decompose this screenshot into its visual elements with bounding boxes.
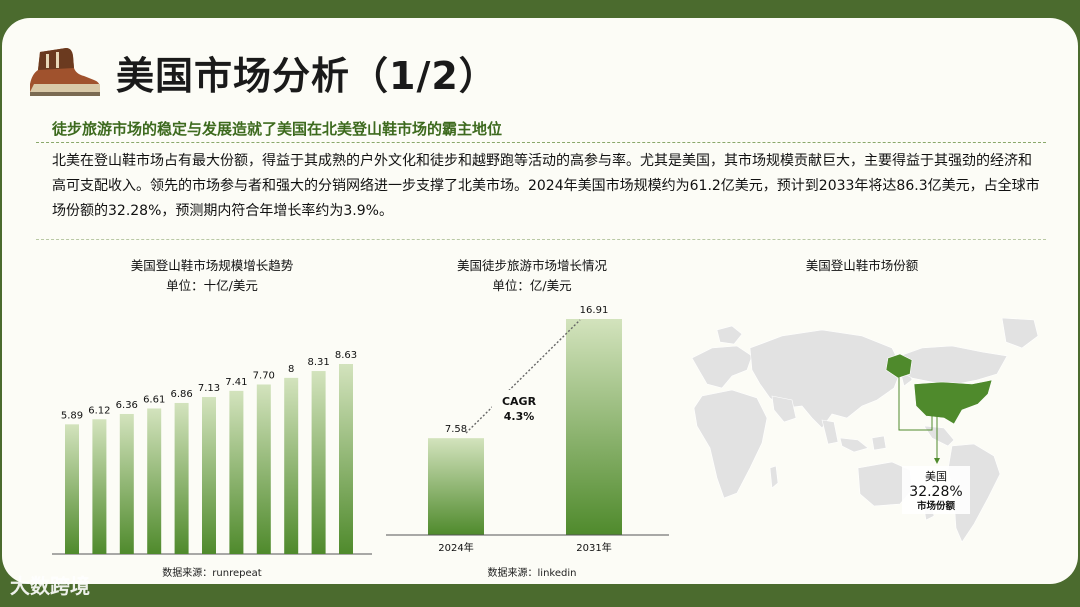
title-area: 美国市场分析（1/2） [26,44,498,100]
chart2-unit: 单位：亿/美元 [492,278,572,293]
chart1-bar-2032 [311,371,326,554]
chart1-data-label: 6.86 [170,389,192,400]
chart1-data-label: 5.89 [61,410,83,421]
chart3-title: 美国登山鞋市场份额 [805,258,919,273]
chart1-bar-2027 [174,402,189,554]
slide-card: 美国市场分析（1/2） 徒步旅游市场的稳定与发展造就了美国在北美登山鞋市场的霸主… [2,18,1078,584]
chart1-bar-2026 [147,408,162,554]
chart1-bar-2033 [339,364,353,554]
watermark: 大数跨境 [10,574,90,598]
body-paragraph: 北美在登山鞋市场占有最大份额，得益于其成熟的户外文化和徒步和越野跑等活动的高参与… [52,153,1040,219]
page-title: 美国市场分析（1/2） [116,53,498,98]
map-region-label: 美国 [925,470,947,483]
chart2-cagr-label: CAGR [502,395,537,408]
chart2-data-label: 7.58 [445,424,467,435]
chart1-data-label: 7.70 [253,370,275,381]
chart2-cagr-line [465,319,581,434]
chart2-bar-0 [428,438,484,535]
map-land [691,318,1039,543]
chart2-data-label: 16.91 [580,305,609,316]
chart2-tick-label: 2031年 [576,541,611,554]
divider [36,239,1046,240]
chart1-bar-2031 [284,377,299,554]
chart1-bar-2029 [229,390,244,554]
chart2-cagr-bg [492,390,546,424]
world-map: 美国 32.28% 市场份额 [691,318,1039,543]
chart1-source: 数据来源：runrepeat [162,568,262,579]
chart1-title-block: 美国登山鞋市场规模增长趋势 单位：十亿/美元 [62,256,362,296]
chart1-bar-2025 [119,413,134,554]
map-arrow-icon [934,458,940,464]
chart1-bar-2028 [202,397,216,554]
chart1-data-label: 8 [288,364,294,375]
chart1-bar-2030 [256,384,271,554]
hiking-boot-icon [30,48,100,96]
map-label-bg [902,466,970,514]
chart1-title: 美国登山鞋市场规模增长趋势 [130,258,294,273]
chart1-data-label: 7.13 [198,383,220,394]
map-usa [913,379,993,425]
chart1-bar-chart: 5.8920236.1220246.3620256.6120266.862027… [52,350,372,555]
chart2-title-block: 美国徒步旅游市场增长情况 单位：亿/美元 [392,256,672,296]
chart1-data-label: 6.61 [143,394,165,405]
chart2-bar-chart: 7.58 2024年 16.91 2031年 CAGR 4.3% [386,305,669,554]
chart1-data-label: 6.12 [88,405,110,416]
map-connector-alaska [898,366,933,431]
map-share-label: 市场份额 [917,500,956,512]
map-share-value: 32.28% [909,484,962,500]
chart2-title: 美国徒步旅游市场增长情况 [456,258,607,273]
chart1-bar-2024 [92,419,107,554]
chart2-bar-1 [566,319,622,535]
chart1-unit: 单位：十亿/美元 [166,278,258,293]
divider [36,142,1046,143]
chart2-cagr-value: 4.3% [504,410,535,423]
chart1-data-label: 8.31 [307,357,329,368]
chart1-data-label: 8.63 [335,350,357,361]
chart1-data-label: 7.41 [225,377,247,388]
page-subtitle: 徒步旅游市场的稳定与发展造就了美国在北美登山鞋市场的霸主地位 [52,120,503,138]
chart1-bar-2023 [65,424,79,554]
chart2-tick-label: 2024年 [438,541,473,554]
chart2-source: 数据来源：linkedin [487,568,577,579]
chart1-data-label: 6.36 [116,400,138,411]
